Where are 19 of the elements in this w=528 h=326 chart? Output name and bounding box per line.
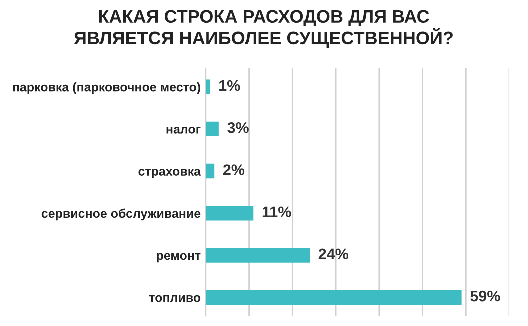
bar xyxy=(206,122,219,137)
y-tick-label: топливо xyxy=(150,295,201,302)
y-tick-label: страховка xyxy=(138,169,202,178)
bar xyxy=(206,206,254,221)
y-tick-label: парковка (парковочное место) xyxy=(13,82,200,94)
y-tick-label: сервисное обслуживание xyxy=(42,208,201,221)
bar xyxy=(206,248,310,263)
chart-title: КАКАЯ СТРОКА РАСХОДОВ ДЛЯ ВАС ЯВЛЯЕТСЯ НАИБОЛЕЕ СУЩЕСТВЕННОЙ? xyxy=(74,10,453,48)
data-label: 24% xyxy=(318,248,349,260)
data-label: 2% xyxy=(223,164,245,176)
y-tick-label: ремонт xyxy=(157,253,201,263)
bar xyxy=(206,164,215,179)
bar xyxy=(206,290,462,305)
data-label: 59% xyxy=(470,290,500,302)
data-label: 11% xyxy=(262,206,292,218)
bar xyxy=(206,80,210,94)
y-tick-label: налог xyxy=(166,126,201,134)
data-label: 1% xyxy=(220,80,240,92)
data-label: 3% xyxy=(228,122,249,134)
